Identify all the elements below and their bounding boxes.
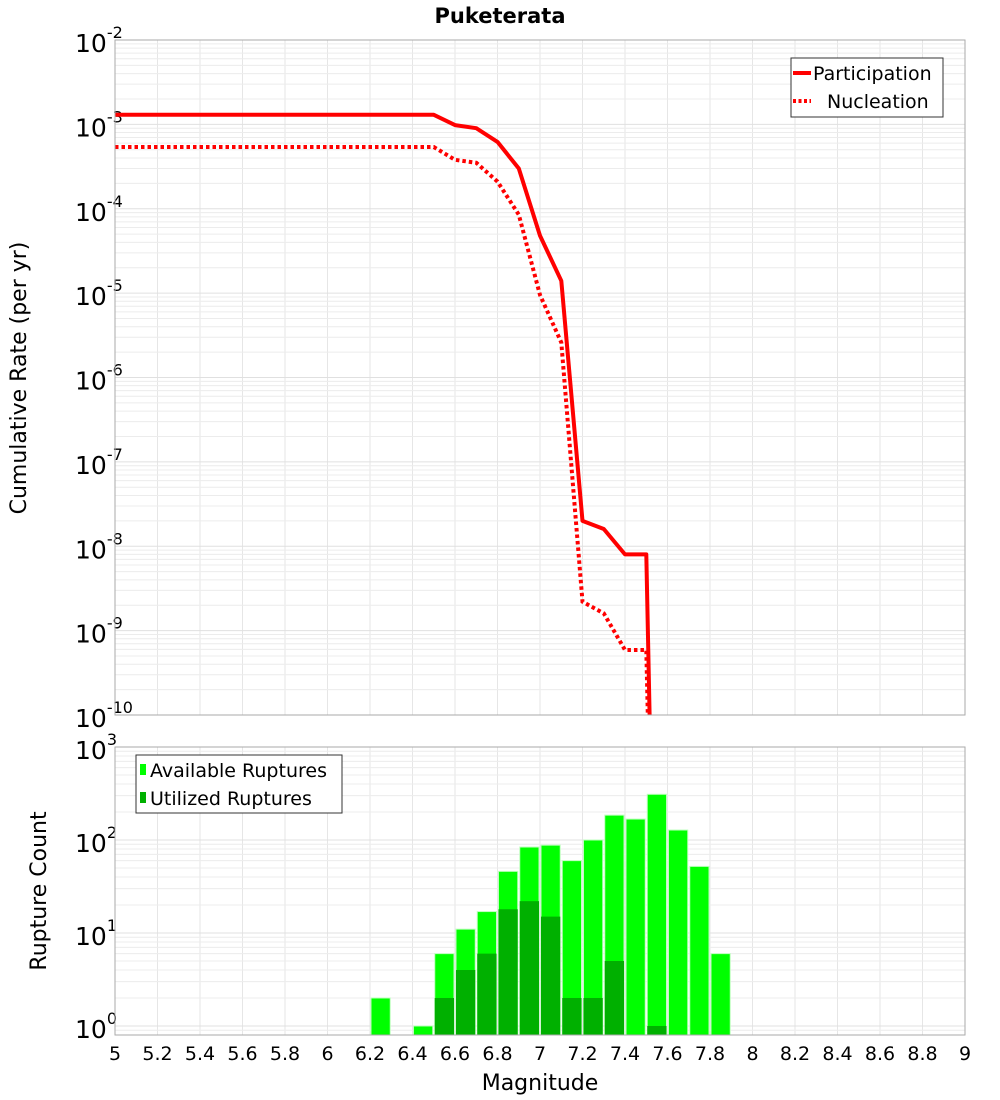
bar-utilized (604, 960, 624, 1035)
bar-utilized (541, 916, 561, 1035)
bar-utilized (583, 997, 603, 1035)
y-tick-label: 102 (75, 823, 117, 858)
plot-area (370, 793, 731, 1035)
series-line-participation (115, 112, 652, 715)
legend: Available Ruptures Utilized Ruptures (135, 754, 343, 814)
top-y-axis-title: Cumulative Rate (per yr) (7, 242, 32, 515)
bar-available (689, 865, 710, 1035)
bar-utilized (477, 953, 497, 1035)
x-tick-label: 5.6 (227, 1043, 257, 1065)
x-tick-label: 6 (321, 1043, 333, 1065)
count-chart: 103 102 101 100 Available Ruptures Utilized R… (75, 730, 971, 1065)
bar-utilized (498, 909, 518, 1035)
legend-label-available: Available Ruptures (150, 760, 327, 782)
plot-area (115, 112, 652, 715)
bar-available (561, 860, 582, 1035)
x-tick-label: 6.4 (397, 1043, 427, 1065)
legend-label-participation: Participation (813, 63, 932, 85)
y-tick-label: 10-3 (75, 107, 123, 142)
y-tick-label: 103 (75, 730, 117, 765)
x-tick-label: 8 (746, 1043, 758, 1065)
bar-available (668, 829, 689, 1035)
x-tick-label: 7.4 (610, 1043, 640, 1065)
x-tick-label: 7.2 (567, 1043, 597, 1065)
bar-available (646, 793, 667, 1035)
x-tick-label: 5.4 (185, 1043, 215, 1065)
x-tick-label: 8.4 (822, 1043, 852, 1065)
series-line-nucleation (115, 145, 650, 715)
bottom-y-axis-title: Rupture Count (27, 811, 52, 971)
y-tick-label: 10-2 (75, 23, 123, 58)
legend-box (790, 57, 944, 118)
legend: Participation Nucleation (790, 57, 944, 118)
bar-utilized (562, 997, 582, 1035)
x-tick-label: 5.8 (270, 1043, 300, 1065)
y-tick-label: 10-6 (75, 361, 123, 396)
x-tick-label: 8.6 (865, 1043, 895, 1065)
x-tick-label: 8.2 (780, 1043, 810, 1065)
x-tick-label: 8.8 (907, 1043, 937, 1065)
y-tick-label: 10-10 (75, 698, 133, 733)
x-tick-label: 6.8 (482, 1043, 512, 1065)
bar-utilized (647, 1025, 667, 1035)
legend-label-nucleation: Nucleation (827, 91, 929, 113)
x-tick-label: 6.2 (355, 1043, 385, 1065)
legend-swatch-utilized (140, 792, 146, 803)
chart-title: Puketerata (434, 4, 565, 28)
bar-available (413, 1025, 434, 1035)
bar-available (370, 997, 391, 1035)
bar-utilized (434, 997, 454, 1035)
x-tick-label: 7.6 (652, 1043, 682, 1065)
x-tick-label: 5 (109, 1043, 121, 1065)
bar-available (625, 818, 646, 1035)
x-tick-label: 7.8 (695, 1043, 725, 1065)
x-axis-title: Magnitude (482, 1071, 599, 1096)
plot-border (114, 746, 966, 1036)
y-tick-label: 101 (75, 916, 117, 951)
plot-border (114, 39, 966, 716)
y-tick-label: 10-8 (75, 529, 123, 564)
x-tick-label: 7 (534, 1043, 546, 1065)
y-tick-label: 100 (75, 1009, 117, 1044)
x-tick-label: 5.2 (142, 1043, 172, 1065)
legend-swatch-available (140, 764, 146, 775)
bar-utilized (456, 969, 476, 1035)
bar-available (710, 953, 731, 1035)
legend-label-utilized: Utilized Ruptures (150, 788, 312, 810)
x-tick-label: 9 (959, 1043, 971, 1065)
x-tick-label: 6.6 (440, 1043, 470, 1065)
legend-box (135, 754, 343, 814)
rate-chart: 10-210-310-410-510-610-710-810-910-10Par… (75, 23, 966, 733)
bar-utilized (519, 901, 539, 1035)
